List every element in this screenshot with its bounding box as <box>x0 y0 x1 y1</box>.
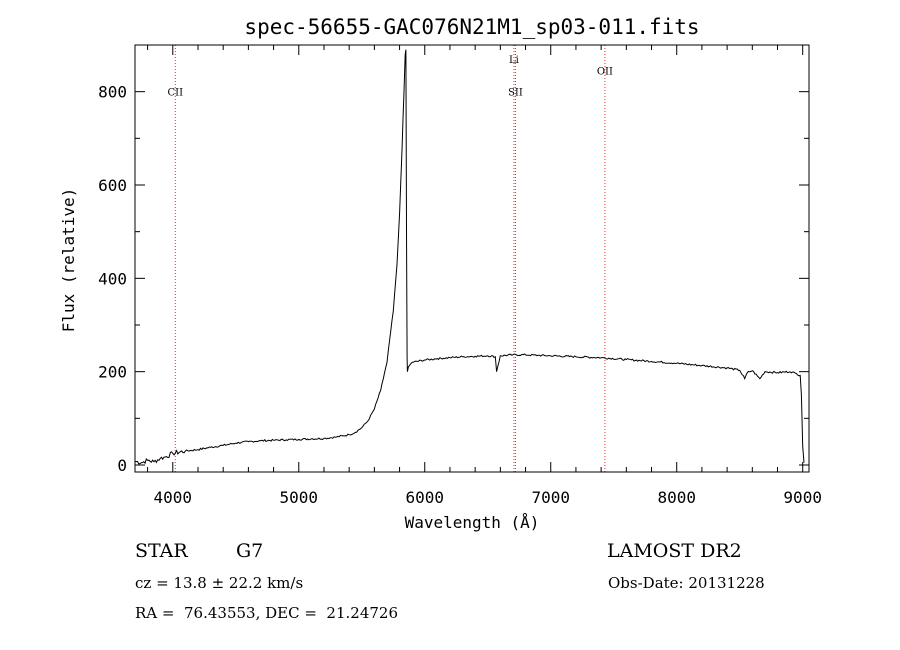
y-tick-label: 200 <box>98 363 127 382</box>
x-tick-label: 5000 <box>280 488 319 507</box>
y-tick-label: 600 <box>98 176 127 195</box>
object-class: STAR <box>135 540 188 562</box>
spectrum-series-line <box>134 49 805 465</box>
redshift-text: cz = 13.8 ± 22.2 km/s <box>135 574 304 592</box>
plot-frame <box>134 44 810 473</box>
survey-release: LAMOST DR2 <box>607 540 742 562</box>
line-label-cii: CII <box>168 88 184 99</box>
x-tick-label: 6000 <box>405 488 444 507</box>
object-subclass: G7 <box>236 540 264 562</box>
y-axis-ticks: 0 200 400 600 800 <box>98 83 809 475</box>
chart-title: spec-56655-GAC076N21M1_sp03-011.fits <box>244 15 699 39</box>
obs-date-text: Obs-Date: 20131228 <box>608 574 765 592</box>
y-tick-label: 400 <box>98 269 127 288</box>
x-tick-label: 7000 <box>531 488 570 507</box>
x-tick-label: 8000 <box>657 488 696 507</box>
x-axis-ticks: 4000 5000 6000 7000 8000 9000 <box>147 45 822 507</box>
x-tick-label: 4000 <box>154 488 193 507</box>
y-tick-label: 800 <box>98 83 127 102</box>
x-tick-label: 9000 <box>783 488 822 507</box>
y-tick-label: 0 <box>117 456 127 475</box>
line-label-sii: SII <box>508 88 523 99</box>
x-axis-label: Wavelength (Å) <box>405 513 540 532</box>
emission-line-markers: CII Li SII OII <box>168 45 613 472</box>
coordinates-text: RA = 76.43553, DEC = 21.24726 <box>135 604 399 622</box>
y-axis-label: Flux (relative) <box>59 188 78 333</box>
line-label-oii: OII <box>597 67 613 78</box>
line-label-li: Li <box>509 55 519 66</box>
